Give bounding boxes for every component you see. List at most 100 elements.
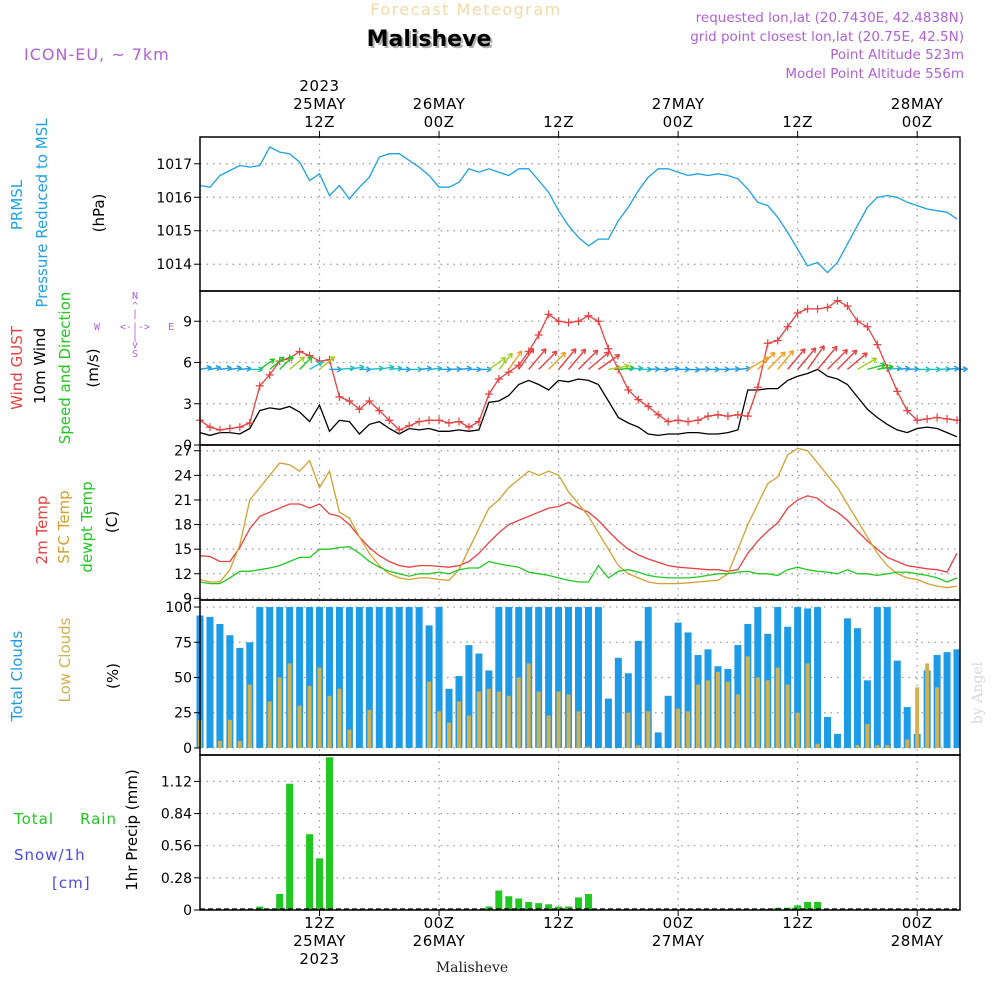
wind-arrow-shaft	[618, 367, 635, 371]
gust-marker	[843, 302, 852, 311]
wind-arrow-head	[799, 348, 806, 354]
total-clouds-bar	[674, 622, 682, 748]
total-clouds-bar	[555, 607, 563, 748]
gust-marker	[474, 417, 483, 426]
low-clouds-bar	[636, 745, 641, 748]
total-clouds-bar	[266, 607, 274, 748]
wind-arrow-head	[269, 358, 276, 364]
gust-marker	[464, 423, 473, 432]
total-clouds-bar	[614, 657, 622, 748]
wind-arrow-head	[769, 351, 776, 358]
y-tick-label: 100	[165, 600, 192, 616]
low-clouds-bar	[556, 691, 561, 748]
low-clouds-bar	[496, 691, 501, 748]
total-clouds-bar	[624, 673, 632, 748]
gust-marker	[594, 317, 603, 326]
y-tick-label: 1.12	[161, 774, 192, 790]
compass-arrows-horizontal: <-|->	[120, 322, 150, 333]
low-clouds-bar	[516, 677, 521, 748]
total-clouds-bar	[226, 635, 234, 748]
top-time-label: 12Z	[782, 113, 813, 131]
low-clouds-bar	[925, 663, 930, 748]
low-clouds-bar	[765, 680, 770, 748]
precip-axis-label: 1hr Precip (mm)	[123, 769, 141, 890]
gust-marker	[624, 386, 633, 394]
total-clouds-bar	[863, 680, 871, 748]
wind-speed-direction-label: Speed and Direction	[56, 292, 74, 445]
bottom-time-label: 00Z	[424, 914, 455, 932]
total-clouds-bar	[814, 607, 822, 748]
wind-arrow-shaft	[319, 356, 335, 370]
temperature-panel-frame	[199, 444, 961, 601]
wind-arrow-shaft	[538, 350, 558, 370]
gust-marker	[564, 318, 573, 327]
top-time-label: 27MAY	[652, 95, 705, 113]
top-time-label: 00Z	[902, 113, 933, 131]
top-time-label: 2023	[299, 77, 339, 95]
low-clouds-bar	[626, 712, 631, 748]
gust-marker	[654, 410, 663, 419]
grid-layer	[200, 137, 960, 911]
low-clouds-bar	[855, 745, 860, 748]
sfc-temp-line	[199, 447, 958, 589]
wind-arrow-shaft	[518, 348, 534, 370]
total-clouds-bar	[335, 607, 343, 748]
total-clouds-bar	[296, 607, 304, 748]
bars-layer	[196, 607, 961, 910]
wind-arrow-shaft	[219, 367, 232, 371]
low-clouds-bar	[755, 677, 760, 748]
low-clouds-bar	[536, 691, 541, 748]
gust-marker	[604, 344, 613, 353]
total-clouds-bar	[594, 607, 602, 748]
wind-arrow-shaft	[209, 366, 221, 371]
gust-marker	[355, 405, 364, 414]
gust-marker	[454, 417, 463, 426]
wind-arrow-shaft	[767, 351, 786, 370]
gust-marker	[644, 402, 653, 411]
precipitation-panel-frame	[199, 754, 961, 911]
bottom-time-label: 00Z	[902, 914, 933, 932]
total-clouds-bar	[415, 607, 423, 748]
tick-labels: 1014101510161017036991215182124270255075…	[156, 131, 918, 919]
gust-marker	[664, 417, 673, 426]
gust-marker	[783, 322, 792, 331]
low-clouds-bar	[347, 729, 352, 748]
wind-arrow-head	[287, 355, 294, 362]
low-clouds-bar	[447, 722, 452, 748]
rain-label: Rain	[80, 810, 117, 828]
low-clouds-bar	[745, 656, 750, 748]
wind-arrow-shaft	[628, 367, 643, 371]
low-clouds-bar	[686, 711, 691, 748]
gust-marker	[554, 317, 563, 326]
rain-bar	[485, 906, 493, 910]
wind-arrow-shaft	[349, 366, 365, 371]
low-clouds-bar	[247, 684, 252, 748]
low-clouds-bar	[427, 681, 432, 748]
wind-arrow-shaft	[598, 354, 620, 370]
wind-gust-label: Wind GUST	[8, 325, 26, 410]
compass-west: W	[94, 322, 101, 333]
total-clouds-bar	[365, 607, 373, 748]
total-clouds-bar	[565, 607, 573, 748]
gust-marker	[504, 368, 513, 377]
low-clouds-label: Low Clouds	[56, 617, 74, 702]
y-tick-label: 3	[183, 397, 192, 413]
rain-bar	[555, 906, 563, 910]
wind-arrow-head	[236, 365, 242, 372]
wind-arrow-shaft	[578, 349, 599, 370]
y-tick-label: 25	[174, 706, 192, 722]
wind-arrow-head	[317, 361, 323, 367]
gust-marker	[295, 347, 304, 356]
wind-arrow-head	[560, 351, 567, 358]
rain-bar	[565, 906, 573, 910]
gust-marker	[225, 424, 234, 433]
gust-marker	[534, 331, 543, 339]
rain-bar	[804, 901, 812, 910]
gust-marker	[574, 317, 583, 326]
gust-marker	[345, 397, 354, 405]
wind-arrow-head	[206, 364, 212, 372]
top-time-label: 28MAY	[891, 95, 944, 113]
low-clouds-bar	[566, 694, 571, 748]
low-clouds-bar	[506, 695, 511, 748]
wind-arrow-head	[226, 365, 232, 372]
